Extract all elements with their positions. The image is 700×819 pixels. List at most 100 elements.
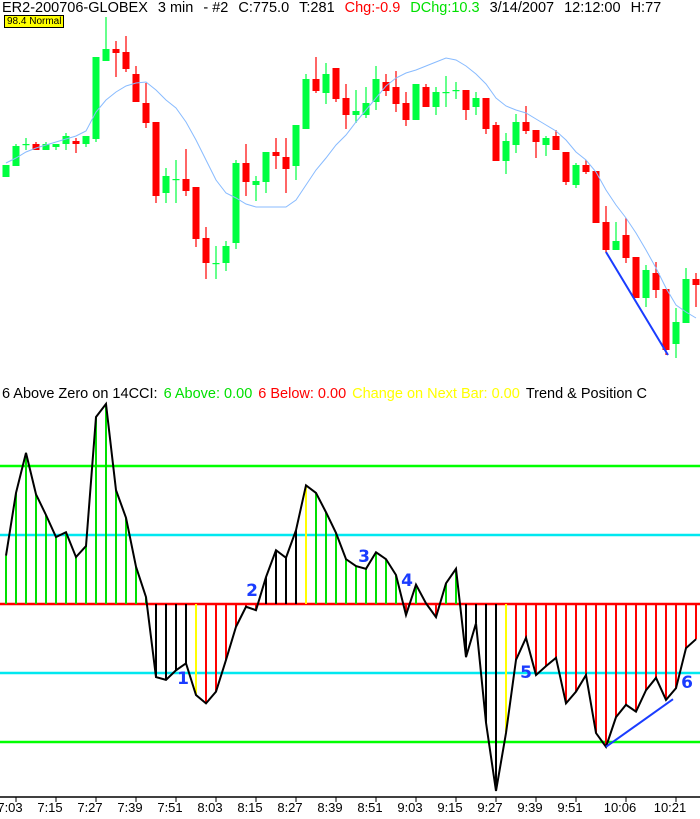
x-tick-label: 9:39 <box>517 800 543 815</box>
change-next-bar: Change on Next Bar: 0.00 <box>352 386 520 402</box>
candle-up <box>512 122 520 145</box>
candle-up <box>92 57 100 139</box>
x-tick-label: 7:15 <box>37 800 63 815</box>
close-value: C:775.0 <box>238 0 290 16</box>
chart-id: - #2 <box>203 0 229 16</box>
candle-down <box>522 122 530 131</box>
candle-down <box>622 235 630 258</box>
candle-up <box>42 144 50 150</box>
wave-label: 4 <box>401 571 413 592</box>
candle-down <box>632 257 640 298</box>
indicator-name: 6 Above Zero on 14CCI: <box>2 386 158 402</box>
x-tick-label: 9:15 <box>437 800 463 815</box>
indicator-header: 6 Above Zero on 14CCI: 6 Above: 0.00 6 Bel… <box>2 386 653 403</box>
x-tick-label: 9:27 <box>477 800 503 815</box>
candle-up <box>252 181 260 185</box>
x-tick-label: 7:39 <box>117 800 143 815</box>
candle-down <box>402 103 410 120</box>
candle-up <box>62 136 70 144</box>
candle-up <box>212 263 220 265</box>
candle-up <box>502 141 510 161</box>
candle-up <box>612 241 620 250</box>
candle-up <box>12 146 20 166</box>
below-value: 6 Below: 0.00 <box>258 386 347 402</box>
candle-up <box>682 279 690 323</box>
candle-down <box>202 238 210 263</box>
candle-up <box>452 90 460 92</box>
candle-up <box>2 165 10 177</box>
x-tick-label: 8:15 <box>237 800 263 815</box>
above-value: 6 Above: 0.00 <box>163 386 253 402</box>
candle-up <box>52 144 60 147</box>
candle-up <box>362 103 370 115</box>
candle-up <box>472 98 480 107</box>
candle-up <box>82 136 90 144</box>
cci-trendline <box>605 698 674 748</box>
x-tick-label: 8:03 <box>197 800 223 815</box>
price-panel <box>2 17 700 358</box>
candle-down <box>462 90 470 110</box>
candle-up <box>432 92 440 107</box>
candle-down <box>122 52 130 69</box>
candle-down <box>132 74 140 102</box>
candle-down <box>532 130 540 142</box>
candle-down <box>392 87 400 104</box>
candle-up <box>412 84 420 120</box>
wave-label: 2 <box>246 580 258 601</box>
candle-down <box>112 49 120 53</box>
x-tick-label: 10:21 <box>653 800 687 815</box>
candle-up <box>352 111 360 115</box>
candle-down <box>482 98 490 129</box>
candle-up <box>172 179 180 181</box>
candle-up <box>672 322 680 344</box>
candle-down <box>492 125 500 161</box>
cci-line <box>5 401 697 792</box>
candle-down <box>72 141 80 144</box>
x-tick-label: 10:06 <box>603 800 637 815</box>
candle-up <box>442 92 450 94</box>
candle-down <box>142 103 150 123</box>
candle-up <box>232 163 240 243</box>
time: 12:12:00 <box>564 0 621 16</box>
interval: 3 min <box>157 0 194 16</box>
candle-up <box>22 144 30 146</box>
status-badge: 98.4 Normal <box>4 15 65 28</box>
x-tick-label: 9:03 <box>397 800 423 815</box>
candle-down <box>192 187 200 239</box>
candle-up <box>292 125 300 166</box>
candle-down <box>592 171 600 223</box>
x-tick-label: 9:51 <box>557 800 583 815</box>
candle-down <box>662 289 670 350</box>
symbol: ER2-200706-GLOBEX <box>2 0 148 16</box>
wave-label: 3 <box>358 547 370 568</box>
candle-down <box>282 157 290 169</box>
candle-down <box>422 87 430 107</box>
chart-title-bar: ER2-200706-GLOBEX 3 min - #2 C:775.0 T:281 Ch… <box>2 0 671 17</box>
wave-label: 1 <box>177 668 189 689</box>
trend-position: Trend & Position C <box>525 386 647 402</box>
candle-down <box>152 122 160 196</box>
x-tick-label: 7:51 <box>157 800 183 815</box>
candle-up <box>642 270 650 298</box>
candle-down <box>602 222 610 250</box>
candle-down <box>312 79 320 91</box>
x-tick-label: 8:51 <box>357 800 383 815</box>
x-axis-ticks <box>15 797 677 802</box>
candle-up <box>302 79 310 129</box>
price-trendline <box>605 251 669 356</box>
tick-count: T:281 <box>299 0 335 16</box>
candle-down <box>272 152 280 156</box>
candle-down <box>32 144 40 150</box>
candle-down <box>242 163 250 182</box>
candle-down <box>342 98 350 115</box>
candle-down <box>552 136 560 150</box>
change-value: Chg:-0.9 <box>344 0 401 16</box>
candle-up <box>222 246 230 263</box>
candle-up <box>322 74 330 93</box>
x-tick-label: 8:27 <box>277 800 303 815</box>
candle-down <box>582 165 590 172</box>
date: 3/14/2007 <box>489 0 555 16</box>
high-value: H:77 <box>630 0 662 16</box>
moving-average-line <box>5 57 697 319</box>
